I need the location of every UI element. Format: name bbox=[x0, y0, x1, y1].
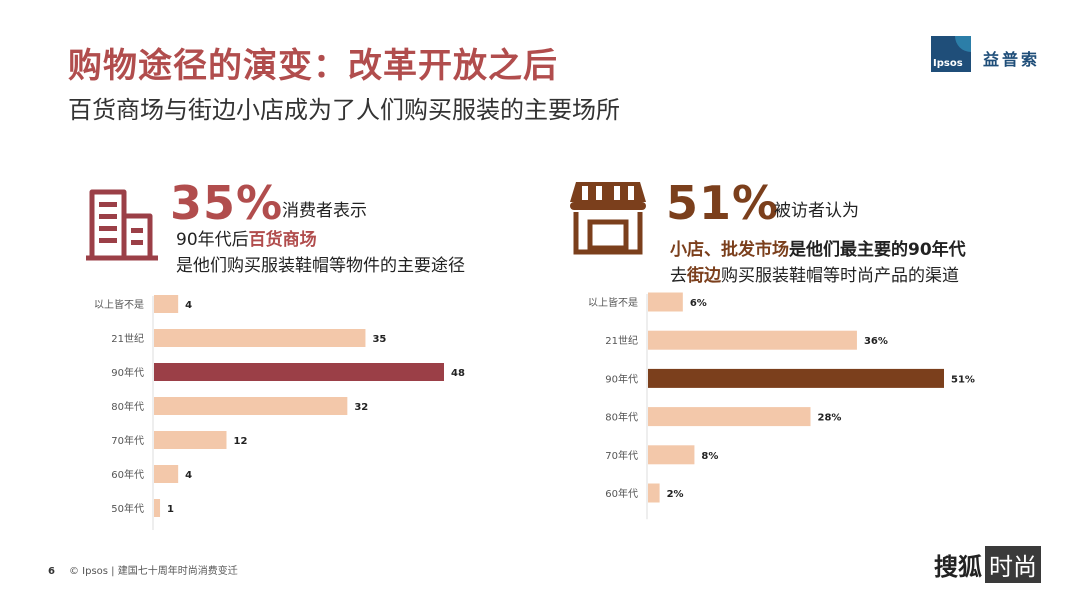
bar bbox=[154, 499, 161, 517]
data-label: 6% bbox=[690, 298, 707, 309]
page-number: 6 bbox=[48, 566, 55, 577]
bar bbox=[648, 292, 683, 312]
right-line-2-post: 购买服装鞋帽等时尚产品的渠道 bbox=[721, 266, 959, 286]
left-bar-chart: 以上皆不是 4 21世纪 35 90年代 48 80年代 32 70年代 12 60年代 4 50年代 1 bbox=[94, 295, 465, 530]
data-label: 36% bbox=[864, 336, 888, 347]
data-label: 2% bbox=[667, 489, 684, 500]
bar bbox=[648, 330, 857, 350]
left-percent-desc: 消费者表示 bbox=[282, 201, 367, 221]
category-label: 90年代 bbox=[111, 366, 144, 379]
right-line-2: 去街边购买服装鞋帽等时尚产品的渠道 bbox=[670, 261, 959, 286]
data-label: 35 bbox=[372, 334, 386, 345]
left-line-1-highlight: 百货商场 bbox=[248, 230, 317, 250]
data-label: 4 bbox=[185, 470, 192, 481]
bar bbox=[154, 295, 179, 313]
data-label: 28% bbox=[818, 413, 842, 424]
bar bbox=[154, 431, 227, 449]
category-label: 80年代 bbox=[111, 400, 144, 413]
category-label: 70年代 bbox=[605, 449, 638, 462]
right-bar-chart: 以上皆不是 6% 21世纪 36% 90年代 51% 80年代 28% 70年代 8% 60年代 2% bbox=[588, 292, 975, 520]
sohu-logo-box: 时尚 bbox=[985, 546, 1041, 583]
bar bbox=[648, 407, 811, 427]
data-label: 48 bbox=[451, 368, 465, 379]
data-label: 8% bbox=[701, 451, 718, 462]
bar-highlight bbox=[154, 363, 444, 381]
data-label: 1 bbox=[167, 504, 174, 515]
right-line-1: 小店、批发市场是他们最主要的90年代 bbox=[670, 235, 966, 260]
right-percent-desc: 被访者认为 bbox=[774, 201, 859, 221]
bar-highlight bbox=[648, 368, 944, 388]
right-big-percent: 51% bbox=[666, 176, 780, 230]
storefront-icon bbox=[570, 182, 646, 255]
page-title: 购物途径的演变：改革开放之后 bbox=[68, 46, 558, 86]
left-line-2: 是他们购买服装鞋帽等物件的主要途径 bbox=[176, 256, 465, 276]
category-label: 90年代 bbox=[605, 372, 638, 385]
footer: 6 © Ipsos | 建国七十周年时尚消费变迁 bbox=[48, 562, 238, 577]
brand-name-cn: 益普索 bbox=[983, 50, 1041, 69]
category-label: 60年代 bbox=[605, 487, 638, 500]
data-label: 51% bbox=[951, 374, 975, 385]
category-label: 21世纪 bbox=[111, 333, 144, 345]
office-building-icon bbox=[86, 189, 158, 261]
page-subtitle: 百货商场与街边小店成为了人们购买服装的主要场所 bbox=[68, 96, 620, 124]
ipsos-logo-text: Ipsos bbox=[933, 58, 963, 69]
sohu-logo-text: 搜狐 bbox=[934, 553, 982, 581]
data-label: 4 bbox=[185, 300, 192, 311]
bar bbox=[154, 397, 348, 415]
category-label: 80年代 bbox=[605, 411, 638, 424]
data-label: 12 bbox=[234, 436, 248, 447]
left-line-1-pre: 90年代后 bbox=[176, 230, 249, 250]
category-label: 21世纪 bbox=[605, 335, 638, 347]
bar bbox=[648, 483, 660, 503]
category-label: 50年代 bbox=[111, 502, 144, 515]
left-line-1: 90年代后百货商场 bbox=[176, 225, 317, 250]
right-line-2-pre: 去 bbox=[670, 266, 687, 286]
ipsos-logo: Ipsos bbox=[931, 36, 971, 72]
category-label: 70年代 bbox=[111, 434, 144, 447]
category-label: 以上皆不是 bbox=[94, 299, 144, 311]
right-line-2-highlight: 街边 bbox=[687, 266, 721, 286]
sohu-fashion-logo: 搜狐 时尚 bbox=[934, 546, 1041, 583]
right-line-1-post: 是他们最主要的90年代 bbox=[789, 240, 966, 260]
data-label: 32 bbox=[354, 402, 368, 413]
left-big-percent: 35% bbox=[170, 176, 284, 230]
right-line-1-highlight: 小店、批发市场 bbox=[670, 240, 789, 260]
category-label: 60年代 bbox=[111, 468, 144, 481]
ipsos-logo-mark bbox=[955, 36, 971, 52]
bar bbox=[154, 465, 179, 483]
footer-text: © Ipsos | 建国七十周年时尚消费变迁 bbox=[68, 566, 238, 577]
category-label: 以上皆不是 bbox=[588, 297, 638, 309]
bar bbox=[154, 329, 366, 347]
bar bbox=[648, 445, 695, 465]
